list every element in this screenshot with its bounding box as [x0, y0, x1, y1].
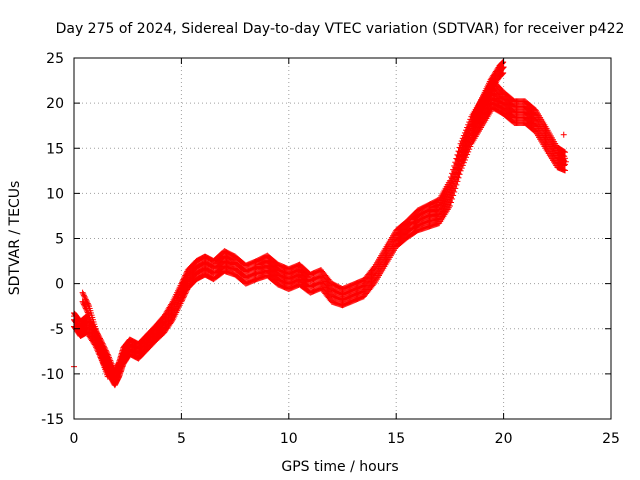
data-point: [82, 304, 89, 311]
data-point: [446, 203, 453, 210]
data-point: [562, 158, 569, 165]
y-tick-label: 25: [46, 51, 64, 67]
data-point: [79, 289, 86, 296]
data-point: [451, 188, 458, 195]
data-point: [452, 185, 459, 192]
data-point: [181, 291, 188, 298]
data-point: [82, 295, 89, 302]
chart-title: Day 275 of 2024, Sidereal Day-to-day VTE…: [56, 21, 625, 37]
data-point: [450, 192, 457, 199]
y-axis-label: SDTVAR / TECUs: [7, 181, 23, 296]
data-point: [447, 199, 454, 206]
data-point: [500, 69, 507, 76]
data-point: [449, 195, 456, 202]
data-point: [101, 344, 108, 351]
x-tick-label: 25: [602, 431, 620, 447]
data-point: [102, 347, 109, 354]
x-tick-label: 20: [495, 431, 513, 447]
x-tick-label: 0: [70, 431, 79, 447]
data-point: [562, 161, 569, 168]
data-point: [81, 293, 88, 300]
data-point: [182, 289, 189, 296]
y-tick-label: -10: [41, 367, 64, 383]
x-tick-label: 15: [387, 431, 405, 447]
x-axis-label: GPS time / hours: [281, 459, 398, 475]
grid-lines: [74, 58, 611, 419]
data-point: [179, 295, 186, 302]
data-point: [183, 287, 190, 294]
y-tick-label: -5: [50, 322, 64, 338]
data-point: [182, 290, 189, 297]
data-points: [71, 59, 569, 389]
data-point: [104, 373, 111, 380]
data-point: [180, 294, 187, 301]
y-tick-label: -15: [41, 412, 64, 428]
data-point: [168, 317, 175, 324]
data-point: [370, 281, 377, 288]
data-point: [180, 293, 187, 300]
y-tick-label: 0: [55, 277, 64, 293]
data-point: [178, 298, 185, 305]
data-point: [105, 370, 112, 377]
x-tick-label: 10: [280, 431, 298, 447]
data-point: [562, 167, 569, 174]
y-tick-label: 15: [46, 141, 64, 157]
data-point: [179, 297, 186, 304]
data-point: [85, 301, 92, 308]
y-tick-label: 10: [46, 186, 64, 202]
data-point: [84, 300, 91, 307]
y-tick-label: 20: [46, 96, 64, 112]
data-point: [562, 155, 569, 162]
x-tick-label: 5: [177, 431, 186, 447]
data-point: [562, 149, 569, 156]
data-point: [84, 299, 91, 306]
data-point: [82, 296, 89, 303]
data-point: [453, 181, 460, 188]
data-point: [561, 148, 568, 155]
axis-ticks: [73, 57, 612, 420]
data-point: [80, 291, 87, 298]
y-tick-labels: -15 -10 -5 0 5 10 15 20 25: [41, 51, 64, 428]
data-point: [99, 340, 106, 347]
data-point: [104, 364, 111, 371]
x-tick-labels: 0 5 10 15 20 25: [70, 431, 620, 447]
data-point: [560, 131, 567, 138]
y-tick-label: 5: [55, 232, 64, 248]
data-point: [85, 310, 92, 317]
data-point: [500, 64, 507, 71]
data-point: [83, 297, 90, 304]
data-point: [80, 292, 87, 299]
data-point: [83, 306, 90, 313]
